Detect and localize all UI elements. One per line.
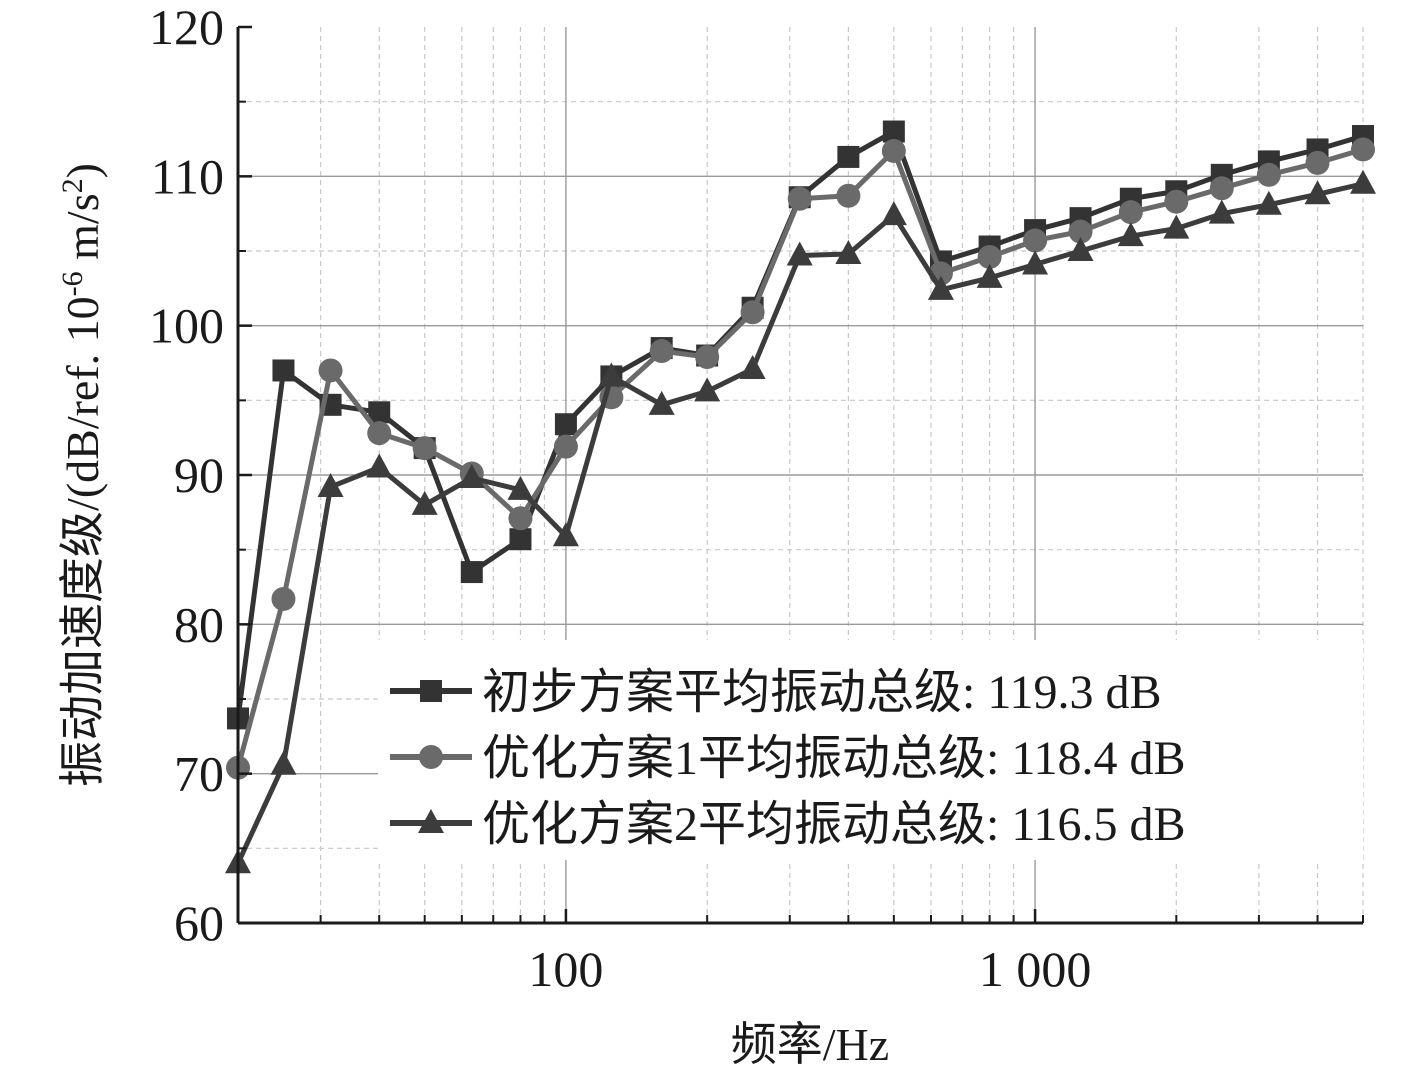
axis-ticks — [237, 25, 1364, 925]
series-3-point — [1208, 199, 1235, 224]
series-1-point — [882, 120, 905, 143]
series-2-point — [1305, 150, 1330, 175]
series-3-point — [1022, 250, 1049, 275]
series-2-point — [367, 421, 392, 446]
series-1-point — [368, 401, 391, 424]
series-2-point — [740, 300, 765, 325]
series-2-point — [881, 138, 906, 163]
series-3-point — [458, 463, 485, 488]
legend: 初步方案平均振动总级: 119.3 dB 优化方案1平均振动总级: 118.4 d… — [390, 666, 1186, 851]
series-2-point — [318, 358, 343, 383]
y-tick-label: 110 — [151, 148, 224, 204]
x-axis-label: 频率/Hz — [731, 1019, 889, 1070]
series-1-point — [509, 528, 532, 551]
legend-entry-label: 优化方案2平均振动总级: 116.5 dB — [482, 798, 1186, 851]
y-tick-label: 70 — [174, 746, 224, 802]
series-3-point — [270, 750, 297, 775]
series-3-point — [411, 490, 438, 515]
series-2-point — [553, 434, 578, 459]
series-2-point — [836, 183, 861, 208]
y-axis-label-prefix: 振动加速度级/(dB/ref. 10 — [57, 296, 108, 787]
y-tick-label: 100 — [149, 298, 224, 354]
series-3-point — [880, 201, 907, 226]
series-3-point — [976, 263, 1003, 288]
series-3-point — [648, 390, 675, 415]
series-3-point — [786, 241, 813, 266]
series-2-point — [412, 436, 437, 461]
legend-background — [378, 640, 1363, 860]
series-2-point — [1023, 228, 1048, 253]
series-3-point — [1163, 214, 1190, 239]
series-3-point — [835, 239, 862, 264]
series-3-point — [1067, 237, 1094, 261]
series-2-point — [1068, 219, 1093, 244]
series-3-point — [507, 475, 534, 500]
series-3-point — [1117, 222, 1144, 247]
y-tick-label: 60 — [174, 895, 224, 951]
series-3 — [225, 169, 1376, 874]
series-2-point — [1209, 176, 1234, 201]
y-axis-label-exponent: -6 — [56, 271, 89, 296]
y-axis-label: 振动加速度级/(dB/ref. 10-6 m/s2) — [56, 163, 108, 787]
data-series — [225, 120, 1376, 874]
y-tick-label: 120 — [149, 0, 224, 55]
tick-labels: 100 1 000 60 70 80 90 100 110 120 — [149, 0, 1091, 997]
series-2-point — [649, 339, 674, 364]
series-2-point — [1118, 200, 1143, 225]
x-tick-label: 1 000 — [979, 941, 1092, 997]
x-tick-label: 100 — [528, 941, 603, 997]
legend-swatch-marker — [418, 809, 444, 833]
series-3-point — [317, 472, 344, 497]
legend-swatch-marker — [420, 680, 442, 702]
legend-entry-label: 初步方案平均振动总级: 119.3 dB — [482, 666, 1162, 719]
series-2-point — [508, 506, 533, 531]
y-axis-label-exponent-2: 2 — [56, 178, 89, 193]
series-2-point — [977, 244, 1002, 269]
series-2-point — [1164, 189, 1189, 214]
series-3-point — [694, 377, 721, 402]
series-2 — [226, 137, 1375, 780]
series-2-point — [695, 345, 720, 370]
series-2-point — [271, 586, 296, 611]
series-3-point — [739, 354, 766, 379]
series-3-point — [1255, 190, 1282, 215]
series-2-point — [787, 186, 812, 211]
series-3-point — [598, 362, 625, 387]
series-1-point — [272, 359, 295, 382]
series-3-point — [927, 275, 954, 300]
series-3-point — [366, 453, 393, 478]
y-axis-label-suffix: ) — [57, 163, 108, 178]
series-3-point — [1304, 180, 1331, 205]
series-1-point — [837, 145, 860, 168]
y-tick-label: 80 — [174, 596, 224, 652]
series-1-point — [460, 561, 483, 584]
y-axis-label-unit: m/s — [57, 193, 108, 271]
legend-entry-label: 优化方案1平均振动总级: 118.4 dB — [482, 732, 1186, 785]
series-1-point — [554, 413, 577, 436]
series-2-point — [1351, 137, 1375, 162]
legend-swatch-marker — [419, 745, 443, 769]
series-3-point — [1350, 169, 1376, 194]
y-tick-label: 90 — [174, 447, 224, 503]
series-3-point — [552, 522, 579, 547]
y-axis-label-group: 振动加速度级/(dB/ref. 10-6 m/s2) — [56, 163, 108, 787]
series-2-point — [1256, 162, 1281, 187]
